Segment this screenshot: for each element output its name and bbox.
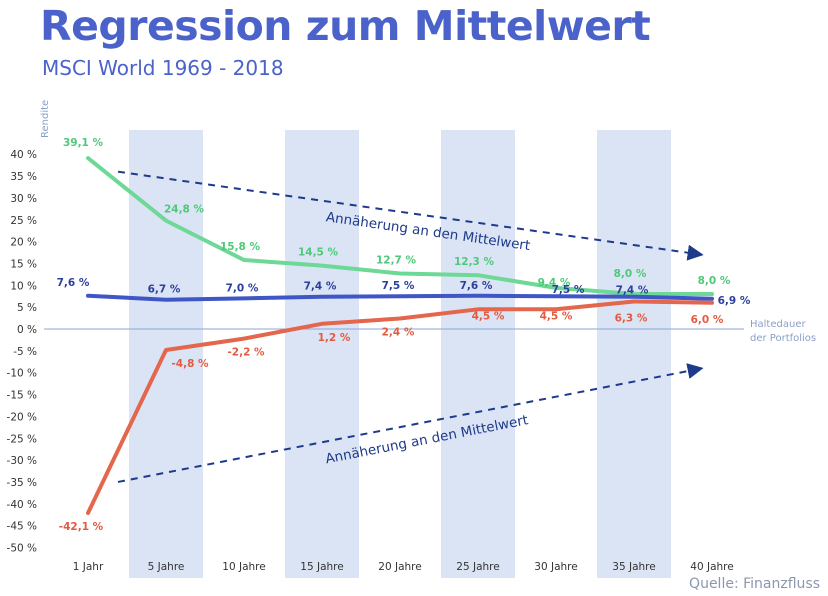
page-title: Regression zum Mittelwert <box>40 2 651 50</box>
data-label-min: -42,1 % <box>59 521 104 533</box>
page-subtitle: MSCI World 1969 - 2018 <box>42 56 284 80</box>
data-label-mittel: 7,0 % <box>226 282 259 294</box>
y-tick-label: 20 % <box>10 237 37 249</box>
x-tick-label: 15 Jahre <box>300 561 343 573</box>
data-label-max: 12,7 % <box>376 255 417 267</box>
x-tick-label: 25 Jahre <box>456 561 499 573</box>
y-tick-label: 40 % <box>10 149 37 161</box>
y-tick-label: 10 % <box>10 280 37 292</box>
data-label-mittel: 7,5 % <box>382 280 415 292</box>
y-tick-label: -10 % <box>7 368 37 380</box>
data-label-min: 6,0 % <box>691 314 724 326</box>
data-label-min: 4,5 % <box>472 310 505 322</box>
series-line-max <box>86 156 714 296</box>
x-tick-label: 5 Jahre <box>148 561 185 573</box>
series-line-mittel <box>86 293 714 302</box>
data-label-mittel: 6,7 % <box>148 284 181 296</box>
data-label-max: 15,8 % <box>220 241 261 253</box>
y-tick-label: 5 % <box>17 302 37 314</box>
data-label-max: 8,0 % <box>698 275 731 287</box>
data-label-mittel: 7,6 % <box>57 277 90 289</box>
data-label-max: 24,8 % <box>164 204 205 216</box>
y-tick-label: -25 % <box>7 433 37 445</box>
x-tick-label: 10 Jahre <box>222 561 265 573</box>
column-band <box>285 130 359 578</box>
y-tick-label: -20 % <box>7 411 37 423</box>
source-label: Quelle: Finanzfluss <box>689 576 820 592</box>
data-label-mittel: 7,5 % <box>552 284 585 296</box>
data-label-min: -2,2 % <box>227 347 265 359</box>
y-axis-title: Rendite <box>40 100 51 138</box>
data-label-min: -4,8 % <box>171 358 209 370</box>
data-label-min: 6,3 % <box>615 312 648 324</box>
x-tick-label: 20 Jahre <box>378 561 421 573</box>
x-axis-title: Haltedauer <box>750 319 806 330</box>
x-tick-label: 1 Jahr <box>73 561 104 573</box>
data-label-mittel: 6,9 % <box>718 295 751 307</box>
y-tick-label: -40 % <box>7 499 37 511</box>
y-tick-label: -30 % <box>7 455 37 467</box>
y-tick-label: -50 % <box>7 543 37 555</box>
data-label-mittel: 7,4 % <box>304 281 337 293</box>
data-label-max: 14,5 % <box>298 247 339 259</box>
data-label-max: 8,0 % <box>614 268 647 280</box>
y-tick-label: 30 % <box>10 193 37 205</box>
trend-arrow <box>117 363 704 483</box>
x-axis-title: der Portfolios <box>750 333 816 344</box>
y-tick-label: -35 % <box>7 477 37 489</box>
y-tick-label: -45 % <box>7 521 37 533</box>
data-label-min: 4,5 % <box>540 310 573 322</box>
y-tick-label: -15 % <box>7 390 37 402</box>
column-band <box>441 130 515 578</box>
y-tick-label: 35 % <box>10 171 37 183</box>
x-tick-label: 30 Jahre <box>534 561 577 573</box>
data-label-mittel: 7,6 % <box>460 280 493 292</box>
y-tick-label: 0 % <box>17 324 37 336</box>
x-tick-label: 35 Jahre <box>612 561 655 573</box>
y-tick-label: -5 % <box>13 346 37 358</box>
data-label-min: 1,2 % <box>318 332 351 344</box>
data-label-mittel: 7,4 % <box>616 285 649 297</box>
series-line-min <box>86 299 714 515</box>
data-label-max: 12,3 % <box>454 256 495 268</box>
y-tick-label: 15 % <box>10 258 37 270</box>
data-label-min: 2,4 % <box>382 327 415 339</box>
data-label-max: 39,1 % <box>63 137 104 149</box>
data-label-max: 9,4 % <box>538 277 571 289</box>
x-tick-label: 40 Jahre <box>690 561 733 573</box>
y-tick-label: 25 % <box>10 215 37 227</box>
column-band <box>597 130 671 578</box>
